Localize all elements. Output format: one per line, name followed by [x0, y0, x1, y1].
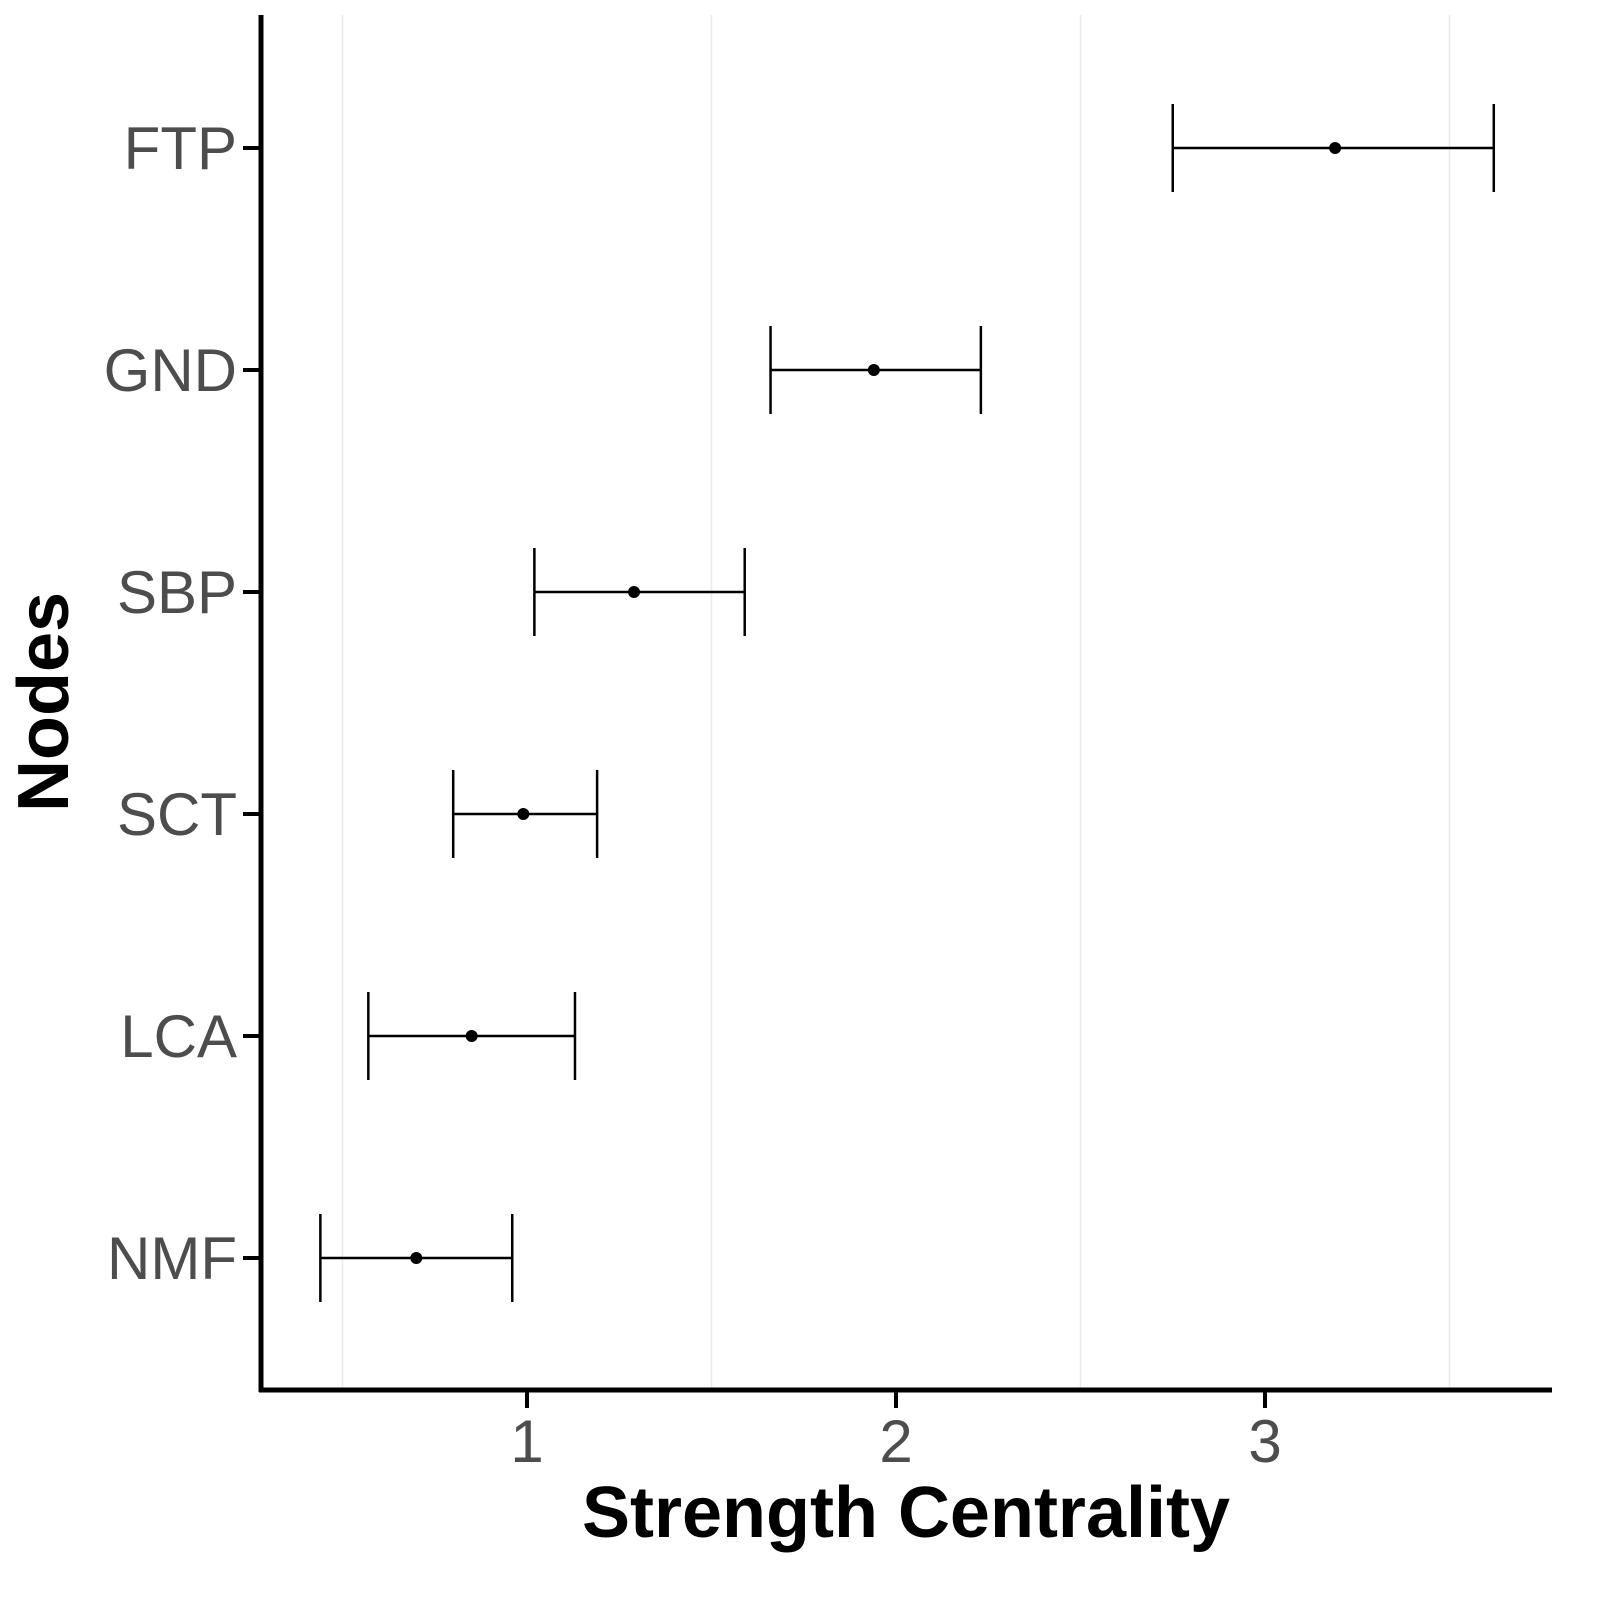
point-estimate — [410, 1252, 423, 1264]
y-tick-label: FTP — [124, 115, 237, 182]
error-bar-sct — [451, 770, 599, 858]
y-tick-label: SCT — [117, 781, 237, 848]
point-estimate — [867, 364, 880, 376]
y-axis-ticks: FTP GND SBP SCT LCA NMF — [104, 115, 261, 1292]
x-tick-label: 2 — [879, 1408, 912, 1475]
error-bar-ftp — [1171, 104, 1496, 192]
x-tick-label: 3 — [1248, 1408, 1281, 1475]
y-axis-title: Nodes — [4, 592, 84, 812]
error-bar-gnd — [769, 326, 983, 414]
x-axis-title: Strength Centrality — [582, 1473, 1230, 1553]
y-tick-label: GND — [104, 337, 237, 404]
error-bar-lca — [367, 992, 577, 1080]
y-tick-label: SBP — [117, 559, 237, 626]
point-estimate — [465, 1030, 478, 1042]
error-bars — [319, 104, 1496, 1302]
y-tick-label: LCA — [120, 1003, 237, 1070]
point-estimate — [1329, 142, 1342, 154]
point-estimate — [628, 586, 641, 598]
error-bar-nmf — [319, 1214, 514, 1302]
error-bar-sbp — [533, 548, 746, 636]
point-estimate — [517, 808, 530, 820]
grid-lines — [341, 15, 1451, 1390]
x-axis-ticks: 1 2 3 — [510, 1390, 1282, 1475]
x-tick-label: 1 — [510, 1408, 543, 1475]
y-tick-label: NMF — [107, 1225, 237, 1292]
